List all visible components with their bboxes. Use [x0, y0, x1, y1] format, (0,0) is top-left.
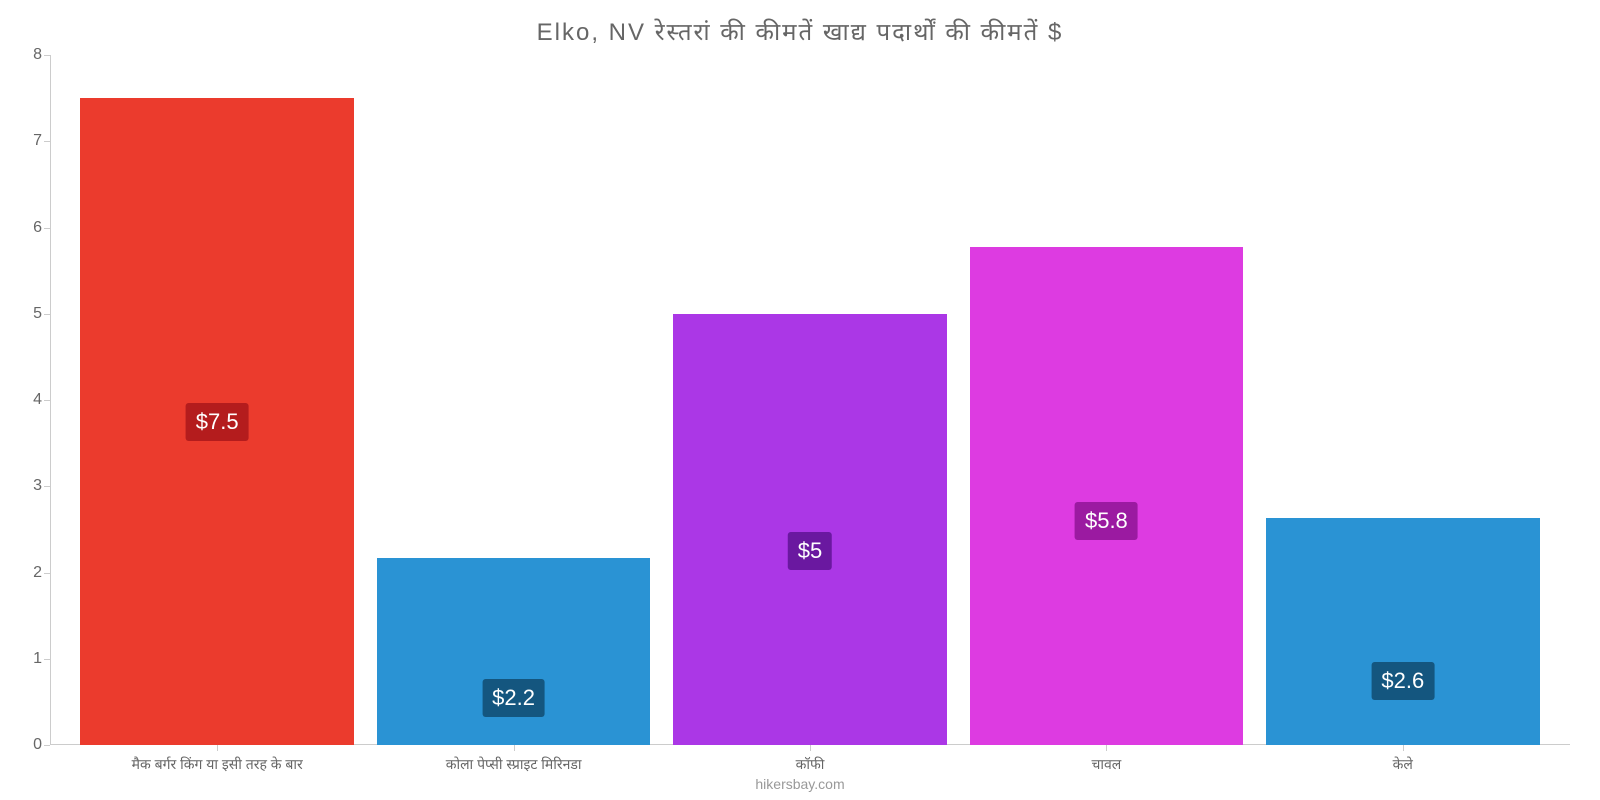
- y-tick-label: 8: [33, 46, 42, 64]
- plot-area: 012345678 $7.5$2.2$5$5.8$2.6 मैक बर्गर क…: [50, 55, 1570, 745]
- x-tick-mark: [217, 745, 218, 751]
- x-tick-mark: [810, 745, 811, 751]
- bar: $5: [673, 314, 947, 745]
- x-tick-mark: [1403, 745, 1404, 751]
- x-axis-label: मैक बर्गर किंग या इसी तरह के बार: [132, 755, 303, 774]
- bar-value-label: $2.2: [482, 679, 545, 717]
- y-tick-label: 1: [33, 650, 42, 668]
- bar: $2.6: [1266, 518, 1540, 745]
- bar: $2.2: [377, 558, 651, 745]
- x-axis-label: कोला पेप्सी स्प्राइट मिरिनडा: [446, 755, 582, 774]
- bar-value-label: $2.6: [1371, 662, 1434, 700]
- y-tick-label: 4: [33, 391, 42, 409]
- x-axis-label: चावल: [1091, 755, 1121, 774]
- y-tick-label: 6: [33, 219, 42, 237]
- y-tick-label: 5: [33, 305, 42, 323]
- x-axis-label: केले: [1393, 755, 1413, 774]
- bars-area: $7.5 $2.2 $5 $5.8 $2.6: [50, 55, 1570, 745]
- y-tick-label: 3: [33, 477, 42, 495]
- x-axis-label: कॉफी: [796, 755, 825, 774]
- bar: $5.8: [970, 247, 1244, 745]
- x-tick-mark: [514, 745, 515, 751]
- bar-value-label: $7.5: [186, 403, 249, 441]
- x-tick-mark: [1106, 745, 1107, 751]
- footer-text: hikersbay.com: [755, 776, 844, 792]
- chart-title: Elko, NV रेस्तरां की कीमतें खाद्य पदार्थ…: [0, 0, 1600, 48]
- bar-value-label: $5.8: [1075, 502, 1138, 540]
- y-tick-label: 2: [33, 564, 42, 582]
- y-tick-label: 0: [33, 736, 42, 754]
- chart-container: 012345678 $7.5$2.2$5$5.8$2.6 मैक बर्गर क…: [50, 55, 1570, 745]
- bar: $7.5: [80, 98, 354, 745]
- y-tick-mark: [44, 745, 50, 746]
- bar-value-label: $5: [788, 532, 832, 570]
- y-tick-label: 7: [33, 132, 42, 150]
- y-axis: 012345678: [20, 55, 50, 745]
